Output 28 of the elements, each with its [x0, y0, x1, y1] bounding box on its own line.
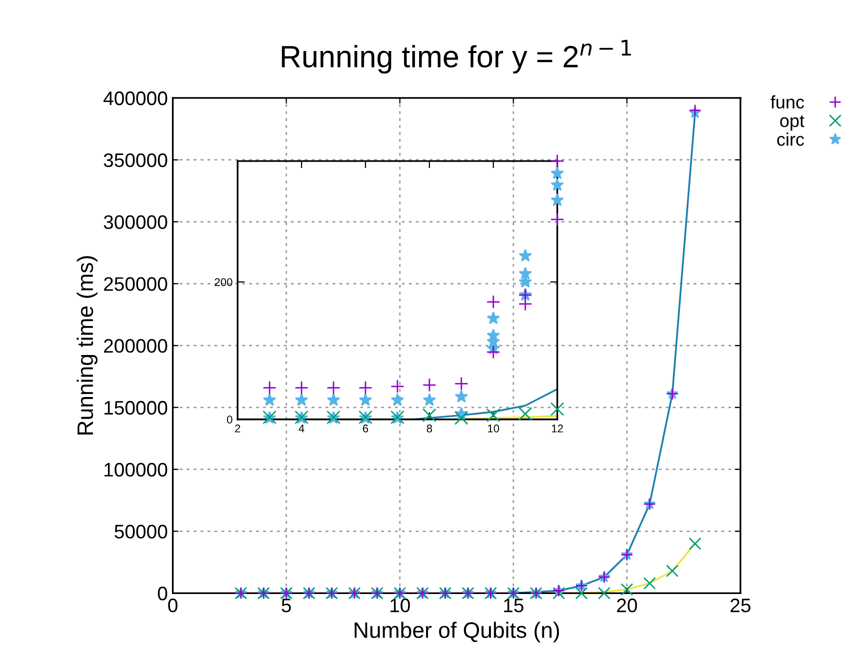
y-tick-label: 400000	[104, 91, 168, 106]
x-tick-label: 2	[235, 424, 240, 432]
y-tick-label: 0	[158, 586, 168, 600]
x-axis-title: Number of Qubits (n)	[354, 622, 559, 642]
y-tick-label: 350000	[104, 153, 168, 168]
y-axis-title: Running time (ms)	[76, 256, 98, 435]
x-tick-label: 8	[426, 424, 432, 432]
x-tick-label: 4	[298, 424, 304, 432]
x-tick-label: 10	[488, 424, 500, 432]
x-tick-label: 5	[282, 598, 291, 612]
x-tick-label: 6	[362, 424, 368, 432]
y-tick-label: 200000	[104, 339, 168, 353]
y-tick-label: 300000	[104, 215, 168, 229]
x-tick-label: 0	[168, 598, 178, 612]
legend-label: opt	[780, 115, 804, 131]
y-tick-label: 250000	[104, 277, 168, 291]
x-tick-label: 12	[552, 424, 563, 432]
legend-label: func	[770, 95, 804, 109]
y-tick-label: 150000	[104, 400, 168, 415]
legend-label: circ	[777, 132, 804, 146]
chart-title: Running time for y = 2$^{n−1}$	[282, 40, 631, 74]
x-tick-label: 15	[504, 598, 524, 612]
x-tick-label: 10	[390, 598, 410, 612]
y-tick-label: 100000	[104, 462, 168, 477]
x-tick-label: 20	[617, 598, 637, 612]
x-tick-label: 25	[730, 598, 750, 612]
y-tick-label: 200	[214, 278, 232, 286]
y-tick-label: 50000	[114, 524, 168, 538]
